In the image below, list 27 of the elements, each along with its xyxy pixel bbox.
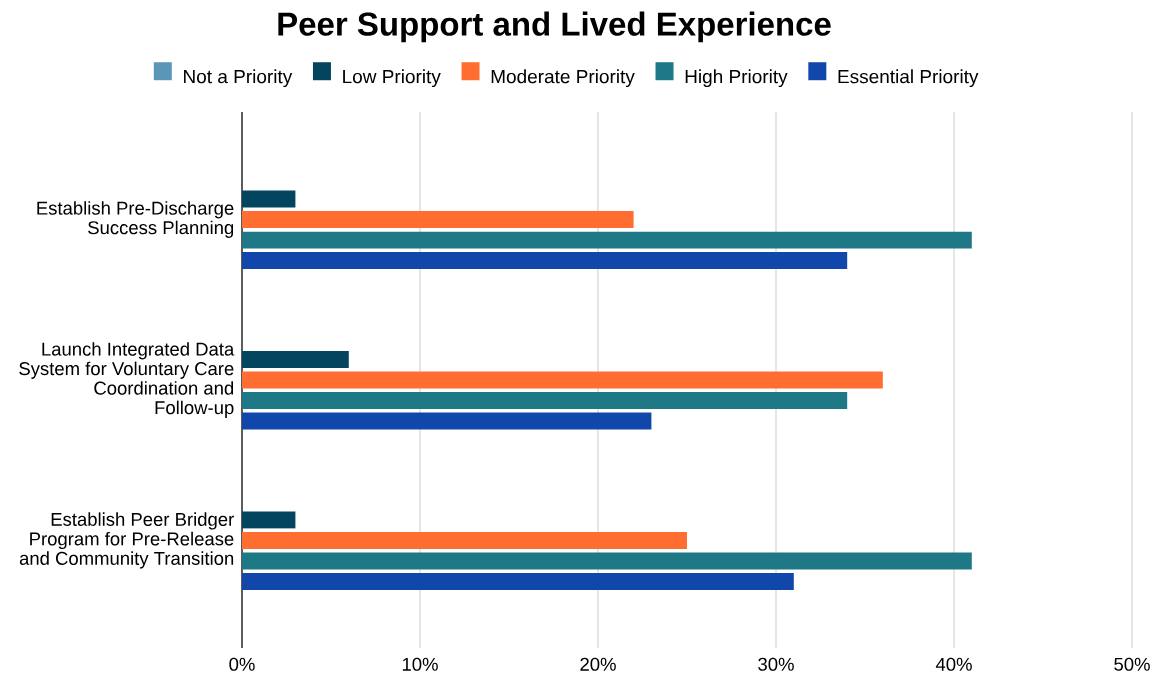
bar: [242, 371, 883, 389]
y-tick-label: Launch Integrated Data System for Voluntary Care Coordination and Follow-up: [19, 342, 235, 418]
bar: [242, 511, 296, 529]
x-tick-label: 10%: [402, 657, 438, 671]
x-tick-label: 50%: [1114, 657, 1150, 671]
legend-label: High Priority: [685, 69, 788, 88]
legend-label: Low Priority: [343, 69, 441, 88]
bar: [242, 252, 848, 270]
x-tick-label: 30%: [758, 657, 794, 671]
bar: [242, 392, 848, 410]
bar: [242, 531, 687, 549]
bar: [242, 231, 972, 249]
x-tick-label: 0%: [229, 657, 255, 671]
legend-label: Moderate Priority: [491, 69, 635, 88]
y-tick-label: Establish Pre-Discharge Success Planning: [37, 201, 234, 238]
legend-label: Not a Priority: [184, 69, 293, 88]
bar: [242, 350, 349, 368]
bar: [242, 552, 972, 570]
x-tick-label: 20%: [580, 657, 616, 671]
bar: [242, 211, 634, 229]
bar: [242, 412, 652, 430]
bar: [242, 573, 794, 591]
legend-label: Essential Priority: [838, 69, 979, 88]
x-tick-label: 40%: [935, 657, 972, 671]
chart-title: Peer Support and Lived Experience: [278, 11, 831, 43]
bar: [242, 190, 296, 208]
y-tick-label: Establish Peer Bridger Program for Pre-Release and Community Transition: [19, 512, 234, 569]
